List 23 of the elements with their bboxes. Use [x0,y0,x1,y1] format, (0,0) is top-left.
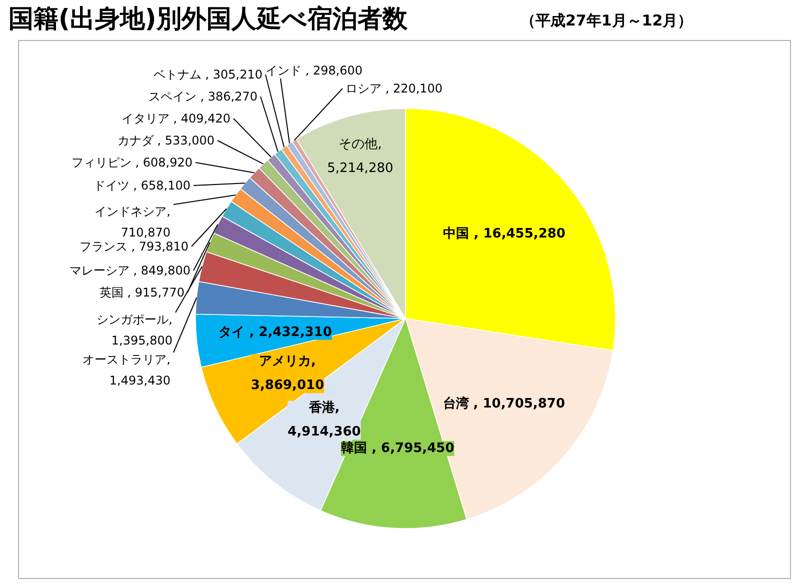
slice-label: 香港, 4,914,360 [288,400,361,440]
slice-label: ベトナム , 305,210 [153,68,263,82]
slice-label: オーストラリア, 1,493,430 [82,352,171,388]
slice-label: その他, 5,214,280 [327,137,394,176]
slice-label: アメリカ, 3,869,010 [250,354,324,394]
slice-label: イタリア , 409,420 [121,112,231,126]
chart-subtitle: （平成27年1月～12月） [520,12,693,30]
slice-label: スペイン , 386,270 [148,90,258,104]
chart-title: 国籍(出身地)別外国人延べ宿泊者数 [8,4,408,33]
slice-label: 中国 , 16,455,280 [443,226,566,242]
slice-label: 韓国 , 6,795,450 [341,440,454,456]
slice-label: カナダ , 533,000 [117,134,215,148]
slice-label: フィリピン , 608,920 [71,156,193,170]
slice-label: インド , 298,600 [266,64,363,78]
slice-label: タイ , 2,432,310 [218,324,332,340]
slice-label: 台湾 , 10,705,870 [442,395,565,412]
slice-label: ドイツ , 658,100 [93,178,191,192]
slice-label: ロシア , 220,100 [346,82,443,96]
slice-label: インドネシア, 710,870 [94,204,171,240]
slice-label: 英国 , 915,770 [99,286,185,300]
slice-label: マレーシア , 849,800 [69,264,191,278]
slice-label: フランス , 793,810 [79,240,189,254]
slice-label: シンガポール, 1,395,800 [96,312,173,348]
